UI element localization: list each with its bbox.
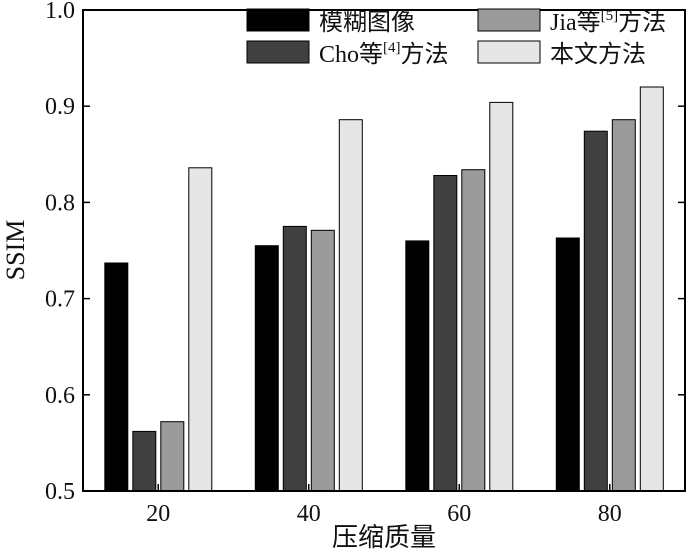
bar-s3-c60 [461,169,486,492]
bar-s1-c80 [555,237,580,492]
bar-s3-c80 [611,119,636,492]
x-tick-label: 60 [447,501,471,527]
bar-s2-c40 [282,225,307,492]
x-tick-label: 40 [297,501,321,527]
bar-s1-c20 [104,262,129,492]
bar-s3-c40 [310,229,335,492]
bar-s1-c40 [254,245,279,492]
bar-s1-c60 [405,240,430,492]
bar-s4-c40 [338,119,363,492]
legend-swatch-1 [246,8,310,32]
bar-s4-c60 [489,101,514,492]
plot-frame [82,9,686,492]
y-axis: 0.5 0.6 0.7 0.8 0.9 1.0 [45,0,685,505]
bar-s4-c80 [639,86,664,492]
bar-s2-c80 [583,130,608,492]
y-tick-label: 0.8 [45,190,75,216]
legend-label-3: Jia等[5]方法 [550,8,666,36]
y-tick-label: 0.5 [45,479,75,505]
y-tick-label: 0.9 [45,94,75,120]
legend-label-4: 本文方法 [550,41,646,68]
x-axis: 20 40 60 80 [146,484,622,527]
x-axis-title: 压缩质量 [332,523,436,552]
legend-swatch-4 [477,40,541,64]
legend-swatch-3 [477,8,541,32]
x-tick-label: 20 [146,501,170,527]
bar-s4-c20 [188,167,213,492]
y-tick-label: 0.6 [45,383,75,409]
bars-group [104,86,664,492]
bar-s2-c60 [433,175,458,492]
y-axis-title: SSIM [1,220,30,281]
y-tick-label: 0.7 [45,287,75,313]
bar-s3-c20 [160,421,185,492]
y-tick-label: 1.0 [45,0,75,24]
legend-label-1: 模糊图像 [319,9,415,36]
bar-s2-c20 [132,430,157,492]
legend-label-2: Cho等[4]方法 [319,40,449,68]
x-tick-label: 80 [598,501,622,527]
legend-swatch-2 [246,40,310,64]
